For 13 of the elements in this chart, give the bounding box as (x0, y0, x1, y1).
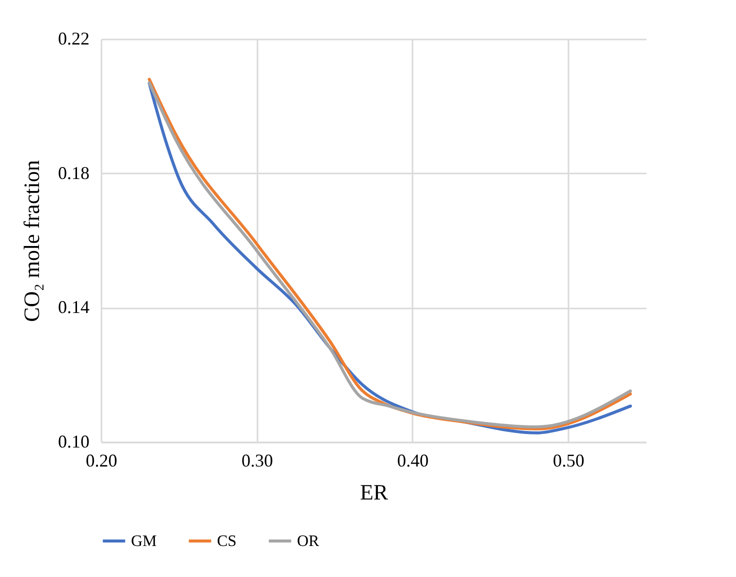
legend-label: GM (131, 533, 157, 550)
y-tick-label: 0.22 (58, 28, 90, 48)
y-axis-title: CO₂ mole fraction (19, 160, 44, 322)
y-tick-label: 0.14 (58, 297, 90, 318)
x-tick-label: 0.20 (86, 450, 118, 470)
legend-label: CS (217, 533, 237, 550)
x-tick-label: 0.40 (397, 450, 429, 470)
x-axis-title: ER (360, 480, 388, 504)
x-tick-label: 0.30 (241, 450, 273, 470)
x-tick-label: 0.50 (552, 450, 584, 470)
y-tick-label: 0.10 (58, 432, 90, 452)
y-tick-label: 0.18 (58, 162, 90, 183)
legend-label: OR (297, 533, 320, 550)
